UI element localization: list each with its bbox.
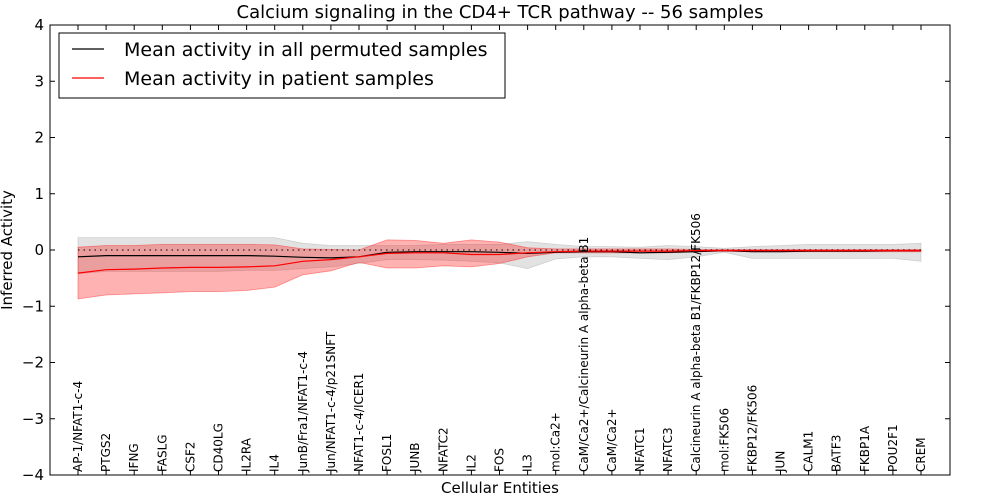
- y-tick-label: 2: [34, 129, 44, 147]
- x-tick-label: Jun/NFAT1-c-4/p21SNFT: [324, 331, 338, 473]
- x-tick-label: NFATC3: [661, 427, 675, 472]
- y-tick-label: 0: [34, 241, 44, 259]
- y-tick-label: 3: [34, 72, 44, 90]
- y-tick-label: 4: [34, 16, 44, 34]
- x-tick-label: PTGS2: [99, 433, 113, 472]
- x-tick-label: FASLG: [155, 434, 169, 472]
- x-tick-label: IL4: [268, 454, 282, 472]
- x-axis-label: Cellular Entities: [441, 479, 559, 497]
- x-tick-label: NFATC1: [633, 427, 647, 472]
- x-tick-label: IL3: [521, 454, 535, 472]
- y-axis: −4 −3 −2 −1 0 1 2 3 4: [22, 16, 950, 484]
- x-tick-label: mol:FK506: [717, 408, 731, 472]
- y-tick-label: −4: [22, 466, 44, 484]
- confidence-bands: [77, 237, 922, 300]
- x-tick-label: NFAT1-c-4/ICER1: [352, 373, 366, 472]
- legend-label-permuted: Mean activity in all permuted samples: [124, 39, 487, 61]
- x-tick-label: IL2RA: [240, 437, 254, 472]
- x-axis: AP-1/NFAT1-c-4 PTGS2 IFNG FASLG CSF2 CD40LG IL…: [71, 25, 928, 475]
- x-tick-label: FOS: [493, 448, 507, 472]
- legend: Mean activity in all permuted samples Me…: [58, 32, 506, 99]
- x-tick-label: IFNG: [127, 443, 141, 472]
- legend-box: [58, 32, 506, 99]
- x-tick-label: FOSL1: [380, 434, 394, 472]
- band-patient: [77, 239, 922, 300]
- x-tick-label: IL2: [464, 454, 478, 472]
- chart-title: Calcium signaling in the CD4+ TCR pathwa…: [237, 2, 764, 23]
- x-tick-label: mol:Ca2+: [549, 412, 563, 472]
- series-lines: [77, 249, 921, 274]
- line-patient-mean: [77, 250, 921, 274]
- x-tick-label: POU2F1: [886, 424, 900, 472]
- y-axis-label: Inferred Activity: [0, 190, 16, 310]
- x-tick-label: BATF3: [830, 435, 844, 472]
- x-tick-label: CaM/Ca2+/Calcineurin A alpha-beta B1: [577, 237, 591, 472]
- y-tick-label: 1: [34, 185, 44, 203]
- x-tick-label: JunB/Fra1/NFAT1-c-4: [296, 351, 310, 473]
- y-tick-label: −2: [22, 354, 44, 372]
- x-tick-label: CD40LG: [212, 423, 226, 472]
- band-permuted: [77, 237, 922, 275]
- line-permuted-mean: [77, 249, 921, 259]
- y-tick-label: −1: [22, 297, 44, 315]
- x-tick-label: CaM/Ca2+: [605, 408, 619, 472]
- x-tick-label: CREM: [914, 437, 928, 472]
- x-tick-label: JUNB: [408, 442, 422, 473]
- x-tick-label: CALM1: [802, 431, 816, 472]
- x-tick-label: Calcineurin A alpha-beta B1/FKBP12/FK506: [689, 213, 703, 472]
- x-tick-label: NFATC2: [436, 427, 450, 472]
- x-tick-label: AP-1/NFAT1-c-4: [71, 381, 85, 472]
- legend-label-patient: Mean activity in patient samples: [124, 68, 434, 90]
- x-tick-label: JUN: [774, 451, 788, 473]
- x-tick-label: FKBP12/FK506: [745, 385, 759, 472]
- x-tick-label: FKBP1A: [858, 425, 872, 472]
- x-tick-label: CSF2: [183, 441, 197, 472]
- y-tick-label: −3: [22, 410, 44, 428]
